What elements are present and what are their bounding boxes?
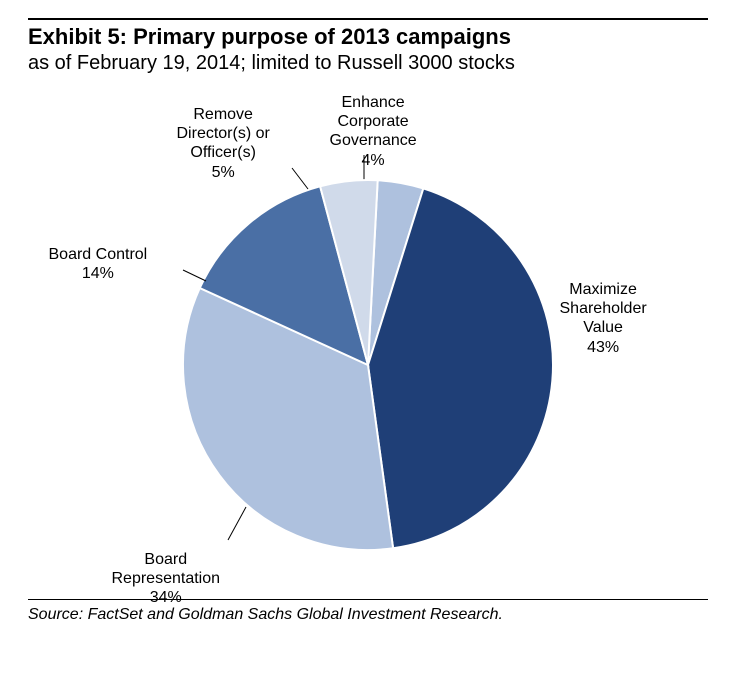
slice-label: Board Representation 34%: [112, 550, 221, 608]
slice-label: Maximize Shareholder Value 43%: [560, 280, 647, 357]
leader-line: [183, 270, 206, 281]
exhibit-title: Exhibit 5: Primary purpose of 2013 campa…: [28, 24, 708, 50]
slice-label: Remove Director(s) or Officer(s) 5%: [177, 105, 270, 182]
leader-line: [228, 507, 246, 540]
source-text: Source: FactSet and Goldman Sachs Global…: [28, 606, 708, 624]
exhibit-container: Exhibit 5: Primary purpose of 2013 campa…: [0, 0, 736, 692]
exhibit-subtitle: as of February 19, 2014; limited to Russ…: [28, 52, 708, 75]
slice-label: Enhance Corporate Governance 4%: [330, 93, 417, 170]
slice-label: Board Control 14%: [49, 245, 148, 283]
pie-chart: Enhance Corporate Governance 4% Maximize …: [28, 75, 708, 595]
top-rule: [28, 18, 708, 20]
leader-line: [292, 168, 308, 189]
